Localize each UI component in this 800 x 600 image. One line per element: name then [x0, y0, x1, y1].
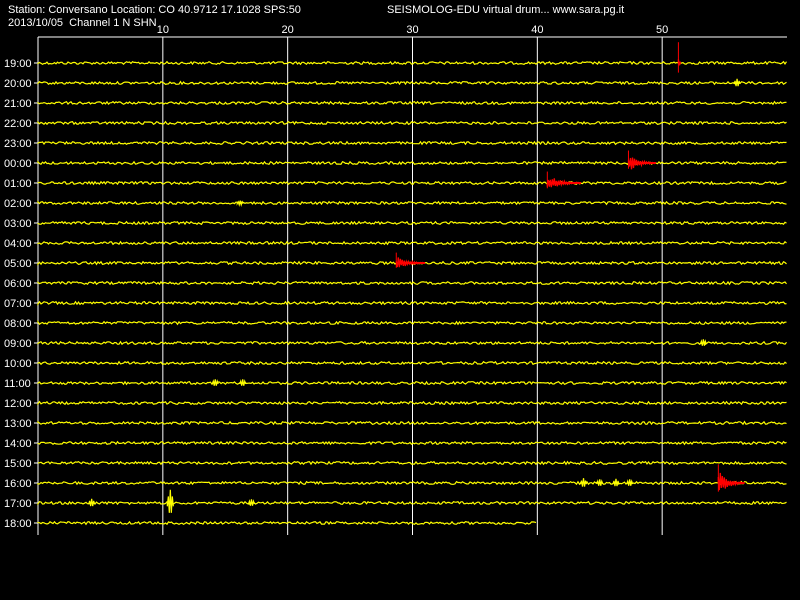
row-label: 13:00	[4, 418, 32, 430]
row-label: 04:00	[4, 238, 32, 250]
row-label: 08:00	[4, 318, 32, 330]
row-label: 02:00	[4, 198, 32, 210]
row-label: 05:00	[4, 258, 32, 270]
station-info: Station: Conversano Location: CO 40.9712…	[8, 4, 301, 16]
row-label: 00:00	[4, 158, 32, 170]
event-burst-5	[717, 472, 745, 491]
row-label: 09:00	[4, 338, 32, 350]
trace-spike	[166, 489, 174, 513]
trace-layer	[37, 60, 787, 526]
trace-row-1800	[37, 520, 537, 526]
date-channel-info: 2013/10/05 Channel 1 N SHN	[8, 17, 157, 29]
trace-row-1600	[37, 480, 787, 486]
row-label: 20:00	[4, 78, 32, 90]
trace-row-1200	[37, 400, 787, 406]
trace-spike	[596, 479, 604, 486]
x-tick-label: 40	[531, 24, 543, 36]
row-label: 18:00	[4, 518, 32, 530]
trace-spike	[211, 379, 219, 386]
row-label: 11:00	[4, 378, 31, 390]
grid-layer	[34, 36, 787, 535]
trace-row-0900	[37, 340, 787, 346]
x-tick-label: 50	[656, 24, 668, 36]
row-label: 07:00	[4, 298, 32, 310]
trace-row-1900	[37, 60, 787, 66]
trace-row-1300	[37, 420, 787, 426]
trace-spike	[88, 498, 96, 507]
trace-spike	[733, 78, 741, 87]
x-tick-label: 20	[282, 24, 294, 36]
row-label: 03:00	[4, 218, 32, 230]
trace-row-2000	[37, 80, 787, 86]
trace-spike	[699, 339, 707, 346]
trace-row-2300	[37, 140, 787, 146]
row-label: 01:00	[4, 178, 32, 190]
drum-title: SEISMOLOG-EDU virtual drum... www.sara.p…	[387, 4, 625, 16]
trace-row-1000	[37, 360, 787, 366]
trace-row-1500	[37, 460, 787, 466]
trace-spike	[612, 478, 620, 487]
row-label: 22:00	[4, 118, 32, 130]
trace-row-0000	[37, 160, 787, 166]
trace-spike	[626, 479, 634, 486]
trace-row-2200	[37, 120, 787, 126]
row-label: 12:00	[4, 398, 32, 410]
trace-row-1400	[37, 440, 787, 446]
x-tick-label: 30	[406, 24, 418, 36]
trace-row-1100	[37, 380, 787, 386]
row-label: 14:00	[4, 438, 32, 450]
x-tick-label: 10	[157, 24, 169, 36]
row-label: 19:00	[4, 58, 32, 70]
trace-row-0600	[37, 280, 787, 286]
label-layer: 10 20 30 40 50 19:00 20:00 21:00 22:00 23:00 00:00…	[4, 24, 668, 530]
row-label: 06:00	[4, 278, 32, 290]
row-label: 16:00	[4, 478, 32, 490]
trace-spike	[579, 478, 588, 487]
trace-spike	[239, 379, 247, 386]
row-label: 10:00	[4, 358, 32, 370]
trace-row-0300	[37, 220, 787, 226]
trace-row-2100	[37, 100, 787, 106]
row-label: 23:00	[4, 138, 32, 150]
trace-row-0200	[37, 200, 787, 206]
row-label: 15:00	[4, 458, 32, 470]
trace-row-0400	[37, 240, 787, 246]
row-label: 17:00	[4, 498, 32, 510]
trace-spike	[236, 200, 244, 207]
trace-row-0100	[37, 180, 787, 186]
trace-row-0700	[37, 300, 787, 306]
trace-row-1700	[37, 500, 787, 506]
event-layer	[395, 42, 745, 492]
trace-row-0800	[37, 319, 787, 326]
row-label: 21:00	[4, 98, 32, 110]
trace-spike	[247, 499, 256, 506]
